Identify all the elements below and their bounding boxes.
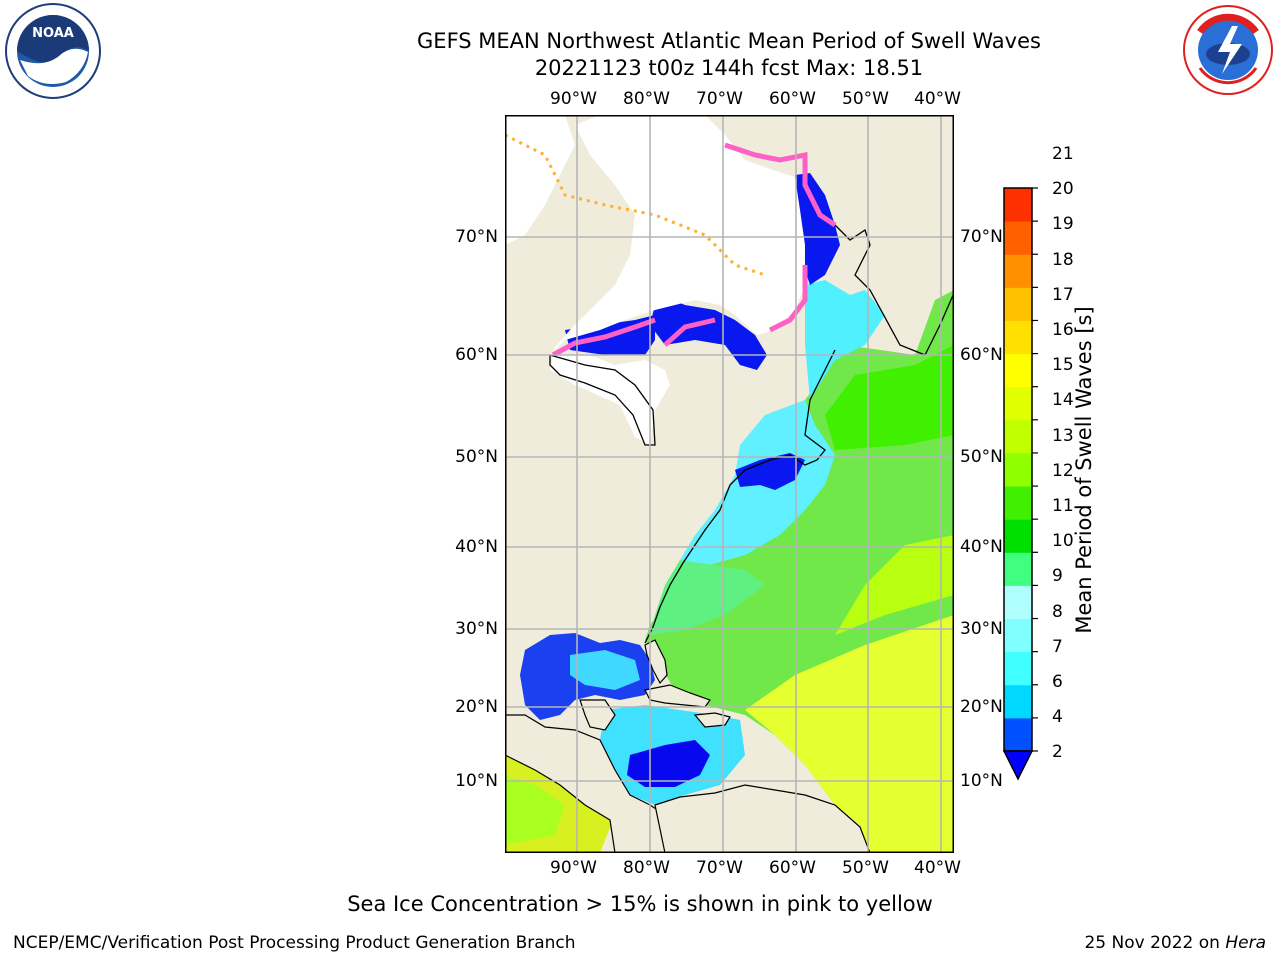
coastline-east [644, 349, 836, 644]
colorbar-swatch [1004, 618, 1032, 653]
ocean-caribbean-sw [627, 740, 710, 787]
lat-label-left-70n: 70°N [455, 227, 498, 247]
ocean-gulf-st-lawrence [735, 453, 805, 490]
ocean-swell-mid [825, 345, 954, 450]
lon-label-bottom-70w: 70°W [696, 858, 743, 878]
colorbar-tick: 13 [1052, 426, 1074, 446]
colorbar-swatch [1004, 486, 1032, 520]
footer-machine: Hera [1225, 933, 1266, 953]
lon-label-bottom-80w: 80°W [623, 858, 670, 878]
colorbar-tick: 11 [1052, 496, 1074, 516]
lon-label-bottom-90w: 90°W [550, 858, 597, 878]
map-canvas [505, 115, 954, 853]
colorbar-tick: 16 [1052, 320, 1074, 340]
ocean-coastal-green [650, 560, 765, 635]
noaa-logo: NOAA [4, 2, 102, 100]
lat-label-left-60n: 60°N [455, 345, 498, 365]
map-panel [505, 115, 954, 853]
lat-label-left-10n: 10°N [455, 771, 498, 791]
footer-credit: NCEP/EMC/Verification Post Processing Pr… [13, 933, 576, 953]
colorbar-tick: 7 [1052, 637, 1063, 657]
colorbar-swatch [1004, 419, 1032, 454]
lat-label-left-40n: 40°N [455, 537, 498, 557]
colorbar-swatch [1004, 585, 1032, 620]
colorbar-swatch [1004, 552, 1032, 586]
coastline-greenland [834, 224, 954, 356]
colorbar-swatch [1004, 221, 1032, 255]
colorbar-tick: 14 [1052, 390, 1074, 410]
graticule [505, 115, 954, 853]
lat-label-left-20n: 20°N [455, 697, 498, 717]
lat-label-right-50n: 50°N [960, 447, 1003, 467]
map-frame [505, 115, 954, 853]
lon-label-top-40w: 40°W [914, 89, 961, 109]
lon-label-top-50w: 50°W [842, 89, 889, 109]
colorbar-tick: 17 [1052, 285, 1074, 305]
lat-label-right-20n: 20°N [960, 697, 1003, 717]
colorbar-tick: 20 [1052, 179, 1074, 199]
chart-title: GEFS MEAN Northwest Atlantic Mean Period… [417, 29, 1041, 53]
ocean-pacific-2 [505, 775, 565, 845]
colorbar-swatch [1004, 684, 1032, 719]
footer-date: 25 Nov 2022 on Hera [1084, 933, 1266, 953]
colorbar-swatch [1004, 287, 1032, 321]
nws-logo [1180, 2, 1276, 98]
colorbar-tick: 6 [1052, 672, 1063, 692]
lat-label-right-30n: 30°N [960, 619, 1003, 639]
colorbar-swatch [1004, 452, 1032, 487]
ocean-baffin [795, 173, 840, 285]
coastline-hudson [549, 354, 656, 446]
lon-label-bottom-50w: 50°W [842, 858, 889, 878]
colorbar-tick: 2 [1052, 742, 1063, 762]
colorbar-under-arrow [1002, 750, 1034, 781]
footer-date-text: 25 Nov 2022 on [1084, 933, 1226, 953]
colorbar-label: Mean Period of Swell Waves [s] [1072, 306, 1096, 634]
colorbar [1000, 186, 1040, 786]
colorbar-swatch [1004, 386, 1032, 421]
land-hispaniola [693, 712, 731, 728]
colorbar-swatch [1004, 651, 1032, 686]
ocean-gulf-center [570, 650, 640, 690]
lat-label-right-70n: 70°N [960, 227, 1003, 247]
lon-label-top-70w: 70°W [696, 89, 743, 109]
colorbar-swatch [1004, 254, 1032, 288]
colorbar-tick: 21 [1052, 144, 1074, 164]
colorbar-tick: 15 [1052, 355, 1074, 375]
noaa-logo-text: NOAA [32, 26, 74, 41]
chart-subtitle: 20221123 t00z 144h fcst Max: 18.51 [534, 56, 924, 80]
ocean-swell-mid-2 [835, 535, 954, 635]
colorbar-swatch [1004, 320, 1032, 355]
sea-ice-note: Sea Ice Concentration > 15% is shown in … [347, 892, 933, 916]
colorbar-tick: 12 [1052, 461, 1074, 481]
colorbar-tick: 19 [1052, 214, 1074, 234]
lon-label-bottom-60w: 60°W [769, 858, 816, 878]
colorbar-tick: 18 [1052, 250, 1074, 270]
land-south-america [654, 784, 871, 853]
ocean-swell-high [745, 615, 954, 853]
lon-label-top-80w: 80°W [623, 89, 670, 109]
colorbar-swatch [1004, 519, 1032, 553]
colorbar-swatch [1004, 717, 1032, 752]
ocean-hudson-strait [650, 295, 767, 370]
lat-label-left-50n: 50°N [455, 447, 498, 467]
lat-label-left-30n: 30°N [455, 619, 498, 639]
ice-arctic-nw [505, 115, 575, 245]
colorbar-tick: 8 [1052, 602, 1063, 622]
colorbar-swatch [1004, 188, 1032, 222]
lon-label-top-60w: 60°W [769, 89, 816, 109]
lat-label-right-10n: 10°N [960, 771, 1003, 791]
colorbar-canvas [1002, 187, 1038, 781]
ice-edge-pink [551, 142, 837, 358]
lon-label-bottom-40w: 40°W [914, 858, 961, 878]
colorbar-frame [1003, 187, 1033, 752]
colorbar-tick: 4 [1052, 707, 1063, 727]
colorbar-swatch [1004, 353, 1032, 388]
colorbar-tick: 9 [1052, 566, 1063, 586]
colorbar-tick: 10 [1052, 531, 1074, 551]
lat-label-right-60n: 60°N [960, 345, 1003, 365]
ice-arctic [550, 115, 805, 445]
lat-label-right-40n: 40°N [960, 537, 1003, 557]
lon-label-top-90w: 90°W [550, 89, 597, 109]
